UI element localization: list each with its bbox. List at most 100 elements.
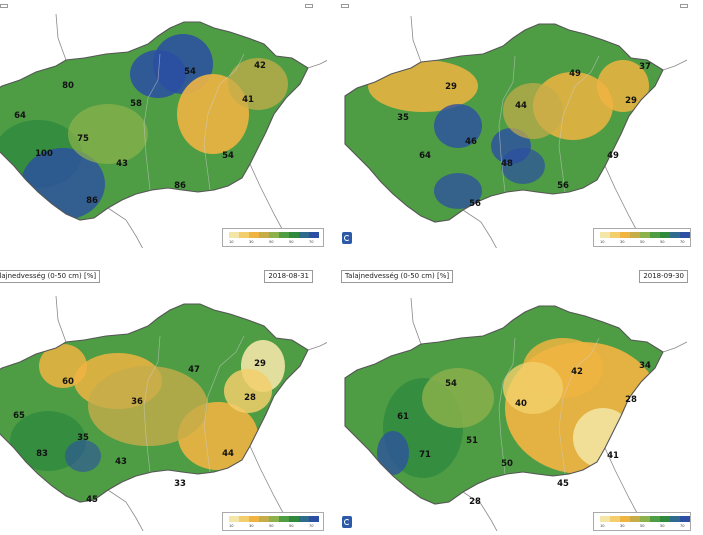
river-line [143,335,161,473]
station-value-label: 40 [515,399,527,409]
moisture-region [434,173,482,209]
station-value-label: 71 [419,450,431,460]
station-value-label: 29 [625,96,637,106]
moisture-region [434,104,482,148]
legend-color-bar [229,516,319,522]
legend-ticks: 103050507090 [600,524,692,528]
legend-swatch [610,516,620,522]
river-line [558,337,600,475]
legend-tick-label: 50 [289,524,294,528]
legend-tick-label: 30 [249,524,254,528]
legend-swatch [620,232,630,238]
moisture-region [377,431,409,475]
neighbor-border-line [307,342,327,351]
map-svg: 54 42 34 61 40 28 51 71 50 41 45 28 [344,297,688,531]
legend-swatch [249,232,259,238]
river-line [203,53,245,191]
station-value-label: 86 [174,181,186,191]
station-value-label: 61 [397,412,409,422]
legend-tick-label: 50 [660,240,665,244]
station-value-label: 28 [625,395,637,405]
map-date [680,4,688,8]
station-value-label: 41 [242,95,254,105]
map-title [0,4,8,8]
station-value-label: 45 [86,495,98,505]
legend-tick-label: 30 [620,524,625,528]
legend-tick-label: 50 [269,524,274,528]
legend-swatch [650,232,660,238]
hungary-map: 80 64 58 54 42 41 75 100 43 54 86 86 [0,13,327,248]
station-value-label: 54 [445,379,457,389]
legend-color-bar [229,232,319,238]
station-value-label: 43 [115,457,127,467]
legend-swatch [299,232,309,238]
station-value-label: 35 [397,113,409,123]
color-legend: 103050507090 [593,228,691,247]
legend-color-bar [600,516,690,522]
station-value-label: 44 [515,101,527,111]
station-value-label: 33 [174,479,186,489]
legend-swatch [309,232,319,238]
legend-tick-label: 50 [640,240,645,244]
neighbor-border-line [410,297,422,345]
station-value-label: 80 [62,81,74,91]
legend-swatch [670,516,680,522]
map-svg: 29 49 37 35 44 29 46 64 48 49 56 56 [344,15,688,248]
station-value-label: 54 [184,67,196,77]
legend-tick-label: 50 [269,240,274,244]
neighbor-border-line [249,445,289,523]
neighbor-border-line [662,341,688,353]
station-value-label: 28 [244,393,256,403]
legend-ticks: 103050507090 [229,240,327,244]
legend-swatch [630,232,640,238]
station-value-label: 47 [188,365,200,375]
neighbor-border-line [55,13,67,61]
station-value-label: 29 [254,359,266,369]
river-line [203,335,245,473]
moisture-region [39,344,87,388]
legend-color-bar [600,232,690,238]
station-value-label: 83 [36,449,48,459]
map-date [305,4,313,8]
legend-swatch [640,516,650,522]
legend-swatch [660,516,670,522]
moisture-region [88,366,208,446]
legend-swatch [289,232,299,238]
station-value-label: 48 [501,159,513,169]
moisture-region [422,368,494,428]
legend-swatch [600,516,610,522]
station-value-label: 49 [569,69,581,79]
moisture-region [368,60,478,112]
river-line [143,53,161,191]
map-svg: 60 47 29 65 36 28 35 83 43 44 45 33 [0,295,327,531]
met-service-logo-icon [342,516,352,528]
river-line [498,55,516,193]
legend-swatch [680,516,690,522]
neighbor-border-line [462,209,497,248]
station-value-label: 29 [445,82,457,92]
station-value-label: 45 [557,479,569,489]
neighbor-border-line [107,207,144,248]
neighbor-border-line [55,295,67,343]
neighbor-border-line [462,491,498,531]
station-value-label: 43 [116,159,128,169]
station-value-label: 44 [222,449,234,459]
map-date: 2018-09-30 [639,270,688,283]
legend-ticks: 103050507090 [229,524,327,528]
moisture-region [503,362,563,414]
moisture-region [503,83,563,139]
legend-tick-label: 50 [289,240,294,244]
legend-swatch [239,516,249,522]
legend-swatch [269,232,279,238]
moisture-region [65,440,101,472]
legend-swatch [229,232,239,238]
legend-ticks: 103050507090 [600,240,692,244]
soil-moisture-map-panel: 54 42 34 61 40 28 51 71 50 41 45 28 Talajnedvesség … [339,266,692,531]
map-title [341,4,349,8]
country-outline [344,305,664,505]
legend-swatch [259,232,269,238]
neighbor-border-line [410,15,422,63]
country-outline [344,23,664,223]
legend-swatch [289,516,299,522]
